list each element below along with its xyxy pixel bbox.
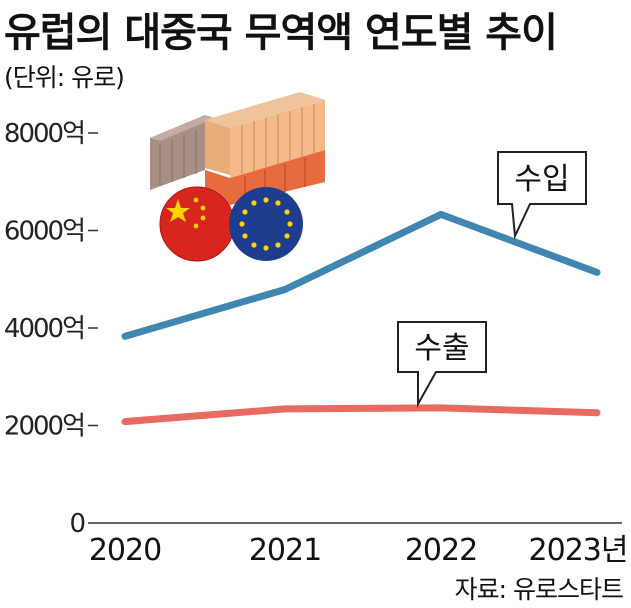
x-tick-label: 2022 bbox=[405, 533, 477, 568]
export-line bbox=[121, 404, 601, 426]
eu-flag-icon bbox=[229, 187, 303, 261]
y-tick-label: 0 bbox=[69, 509, 84, 539]
y-tick-label: 4000억 bbox=[4, 314, 84, 344]
x-tick-label: 2020 bbox=[89, 533, 161, 568]
source-note: 자료: 유로스타트 bbox=[454, 575, 624, 604]
china-flag-icon bbox=[159, 186, 235, 262]
y-tick-label: 2000억 bbox=[4, 412, 84, 442]
y-tick-label: 6000억 bbox=[4, 217, 84, 247]
import-line bbox=[121, 210, 601, 340]
x-tick-label: 2023년 bbox=[529, 533, 628, 568]
x-tick-label: 2021 bbox=[249, 533, 321, 568]
x-axis: 2020 2021 2022 2023년 bbox=[89, 533, 629, 568]
y-tick-label: 8000억 bbox=[4, 119, 84, 149]
series-label: 수입 bbox=[514, 162, 569, 197]
trade-illustration bbox=[150, 92, 325, 262]
import-callout: 수입 bbox=[497, 151, 587, 240]
unit-label: (단위: 유로) bbox=[4, 63, 125, 92]
callout-box bbox=[497, 151, 587, 240]
export-callout: 수출 bbox=[397, 321, 487, 408]
series-label: 수출 bbox=[414, 331, 469, 366]
series-layer bbox=[121, 210, 601, 426]
callout-box bbox=[397, 321, 487, 408]
y-axis: 0 2000억 4000억 6000억 8000억 bbox=[4, 119, 98, 539]
shipping-containers-icon bbox=[150, 92, 325, 205]
chart-title: 유럽의 대중국 무역액 연도별 추이 bbox=[4, 10, 558, 56]
